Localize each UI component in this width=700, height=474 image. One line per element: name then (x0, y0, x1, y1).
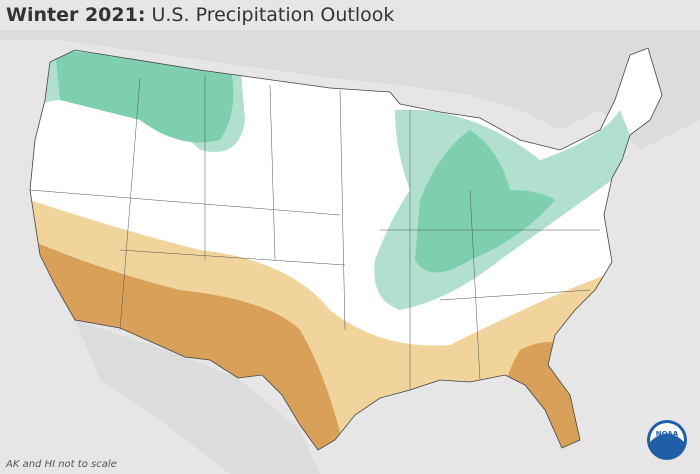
logo-text: NOAA (656, 430, 679, 438)
noaa-logo: NOAA (647, 420, 687, 460)
us-outline (29, 47, 663, 451)
title-rest: U.S. Precipitation Outlook (151, 4, 395, 26)
title-bold: Winter 2021: (6, 4, 146, 26)
above-normal-strong (415, 130, 555, 273)
footnote: AK and HI not to scale (6, 459, 117, 470)
mexico (75, 320, 320, 474)
state-lines (29, 75, 600, 390)
title: Winter 2021: U.S. Precipitation Outlook (6, 4, 394, 26)
above-normal-strong (55, 50, 234, 143)
canada (0, 30, 700, 150)
